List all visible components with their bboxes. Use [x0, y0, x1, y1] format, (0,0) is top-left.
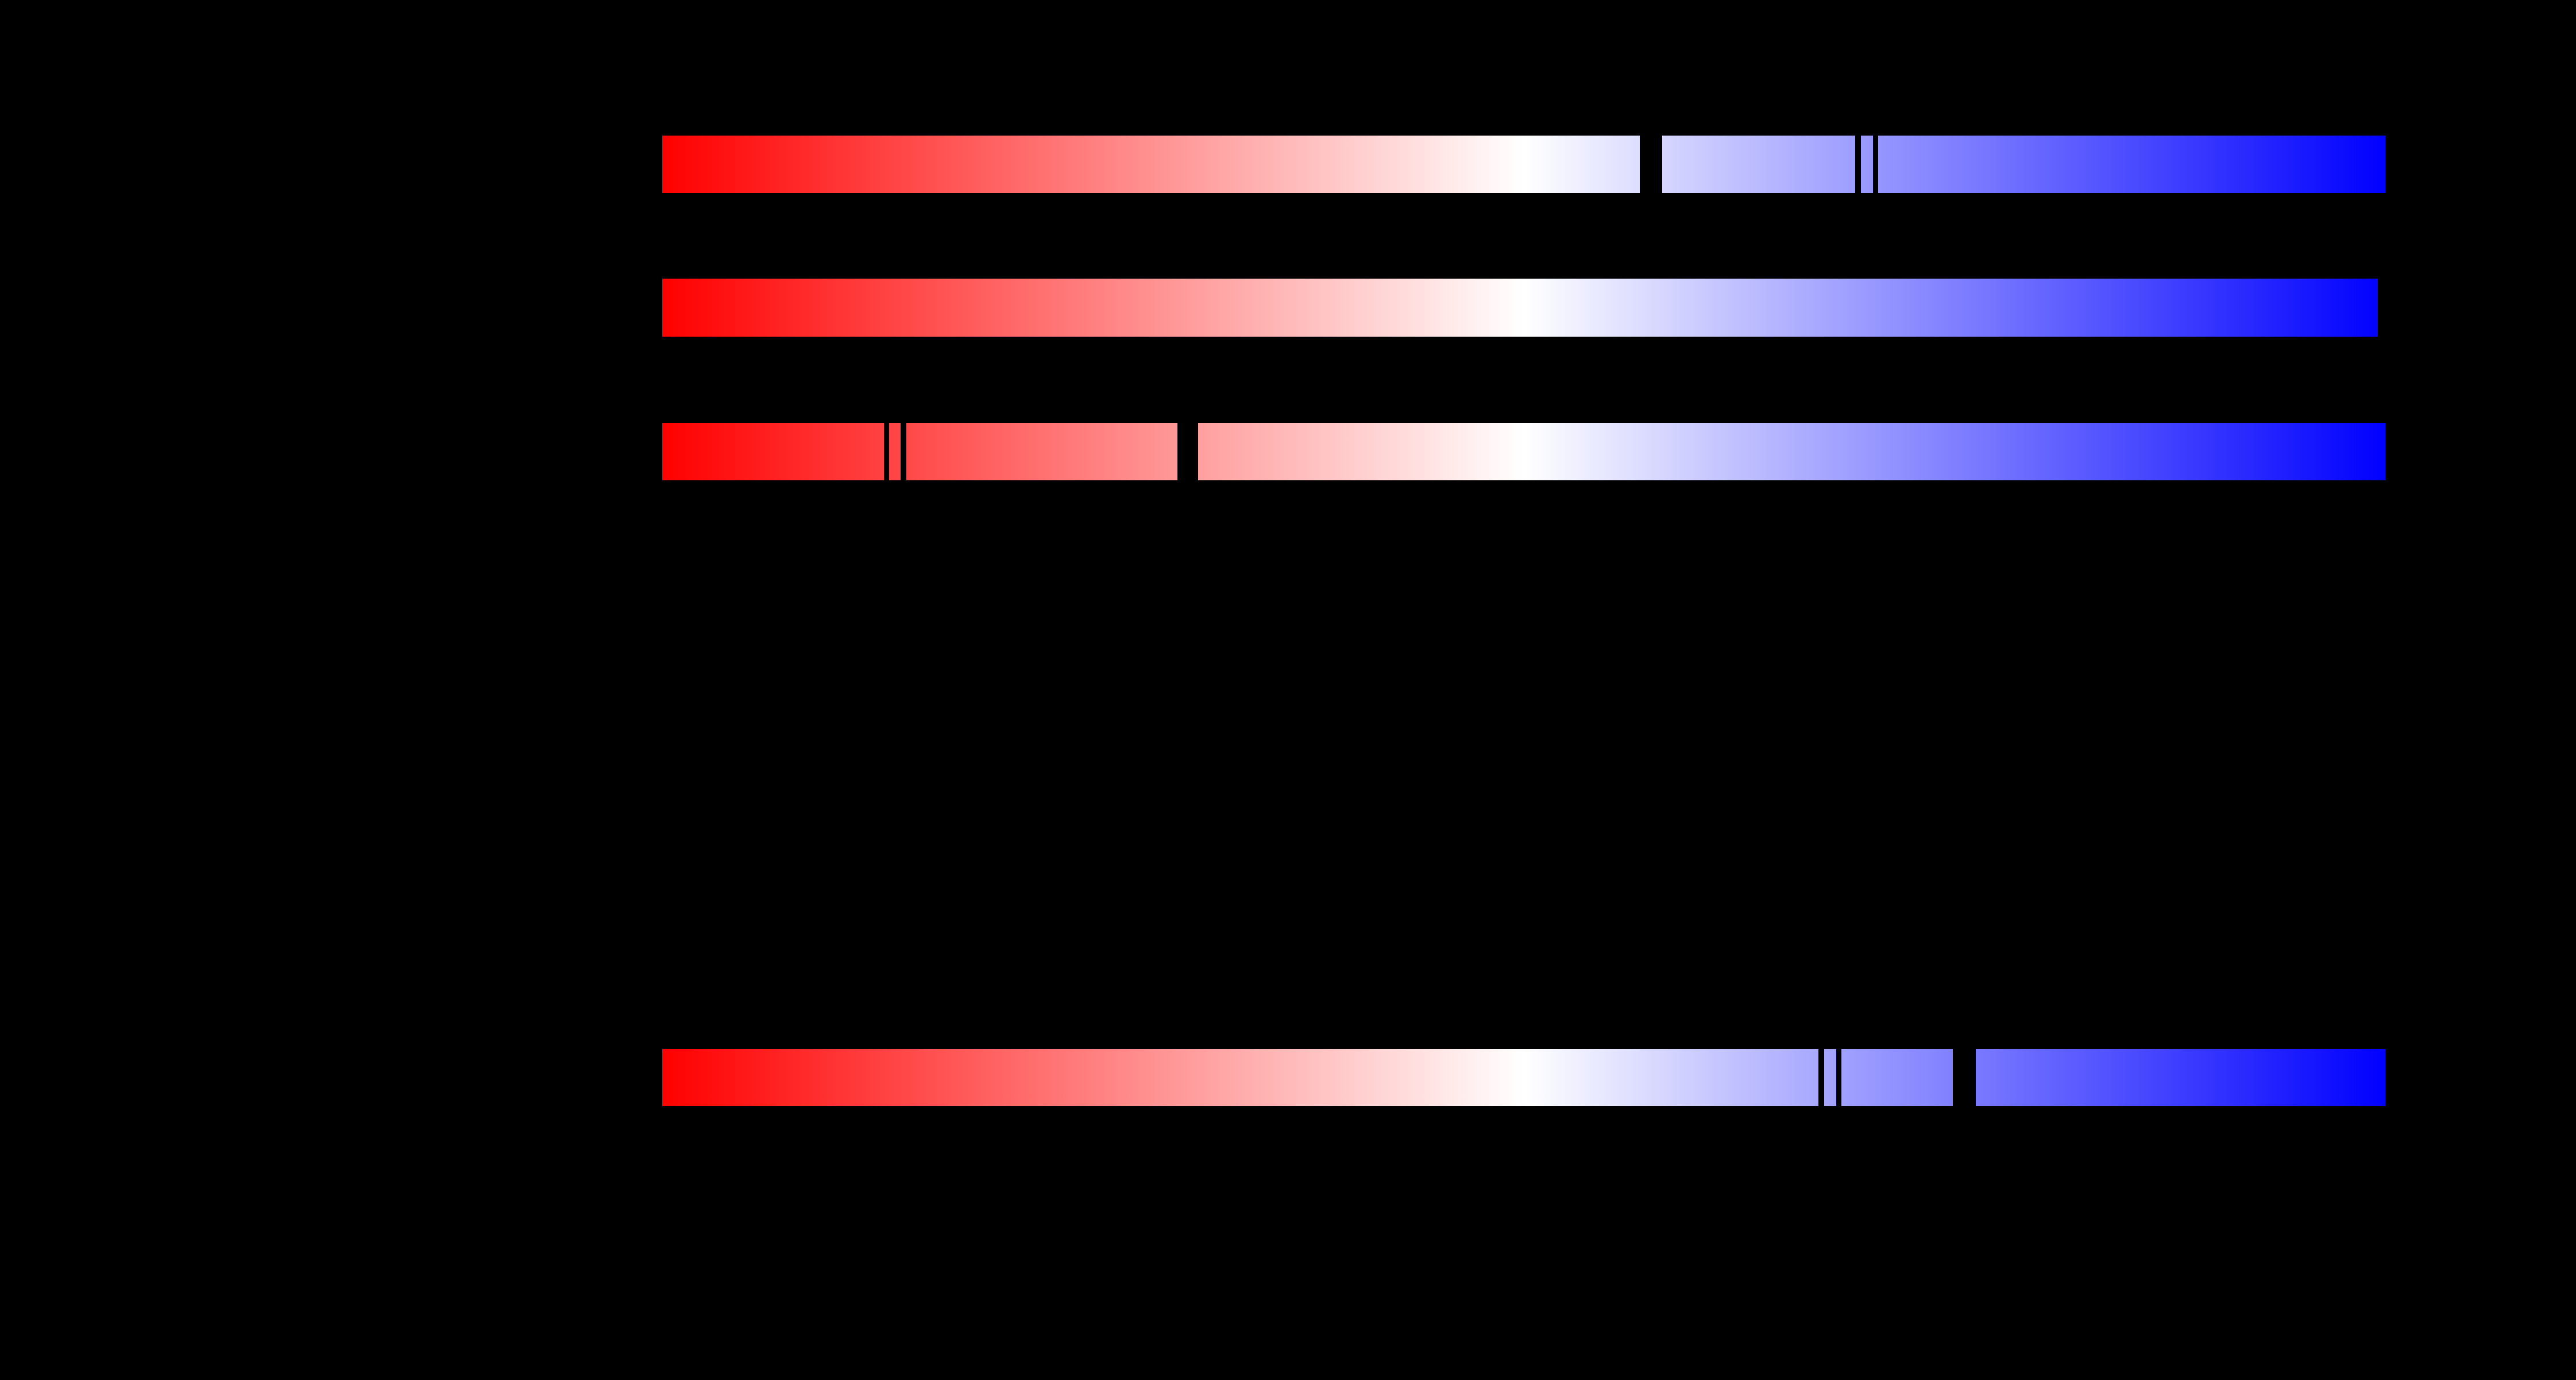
- thin-marker-line: [1873, 136, 1878, 193]
- wide-marker-line: [1177, 423, 1198, 480]
- red-white-blue-gradient: [662, 423, 2385, 480]
- gradient-strip-2: [662, 279, 2378, 337]
- gradient-strip-4: [662, 1049, 2385, 1106]
- wide-marker-line: [1953, 1049, 1976, 1106]
- thin-marker-line: [1855, 136, 1861, 193]
- red-white-blue-gradient: [662, 136, 2385, 193]
- gradient-strip-1: [662, 136, 2385, 193]
- red-white-blue-gradient: [662, 1049, 2385, 1106]
- thin-marker-line: [1818, 1049, 1824, 1106]
- wide-marker-line: [1640, 136, 1662, 193]
- thin-marker-line: [901, 423, 906, 480]
- thin-marker-line: [1836, 1049, 1841, 1106]
- gradient-strip-3: [662, 423, 2385, 480]
- red-white-blue-gradient: [662, 279, 2378, 337]
- thin-marker-line: [884, 423, 889, 480]
